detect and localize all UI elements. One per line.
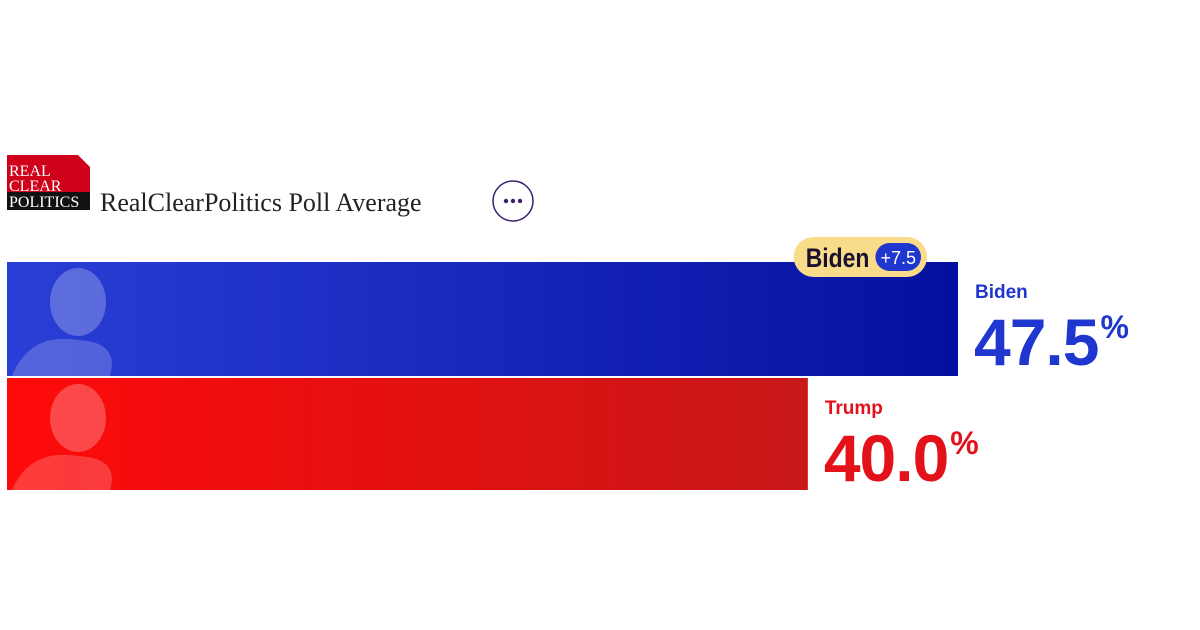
value-label: 40.0 <box>824 421 948 495</box>
logo: REAL CLEAR POLITICS <box>7 155 90 211</box>
widget-title: RealClearPolitics Poll Average <box>100 188 422 217</box>
portrait-body <box>12 338 112 376</box>
dot <box>503 198 509 204</box>
value-label: 47.5 <box>974 305 1098 379</box>
badge-lead: +7.5 <box>880 248 916 268</box>
dot <box>517 198 523 204</box>
bar <box>7 378 808 490</box>
portrait-body <box>12 454 112 490</box>
lead-badge: Biden +7.5 <box>793 237 927 277</box>
candidate-label: Biden <box>975 282 1028 303</box>
logo-band <box>7 192 90 210</box>
unit-label: % <box>1100 309 1128 345</box>
badge-name: Biden <box>806 243 870 273</box>
dot <box>510 198 516 204</box>
unit-label: % <box>950 425 978 461</box>
portrait-head <box>50 268 106 336</box>
logo-text: CLEAR <box>9 178 62 195</box>
logo-text: REAL <box>9 163 51 180</box>
candidate-label: Trump <box>825 398 883 419</box>
bar <box>7 262 958 376</box>
logo-text: POLITICS <box>9 194 79 211</box>
logo-corner <box>78 155 90 167</box>
more-button[interactable] <box>492 180 534 222</box>
badge-lead-pill <box>875 243 921 271</box>
portrait-head <box>50 384 106 452</box>
